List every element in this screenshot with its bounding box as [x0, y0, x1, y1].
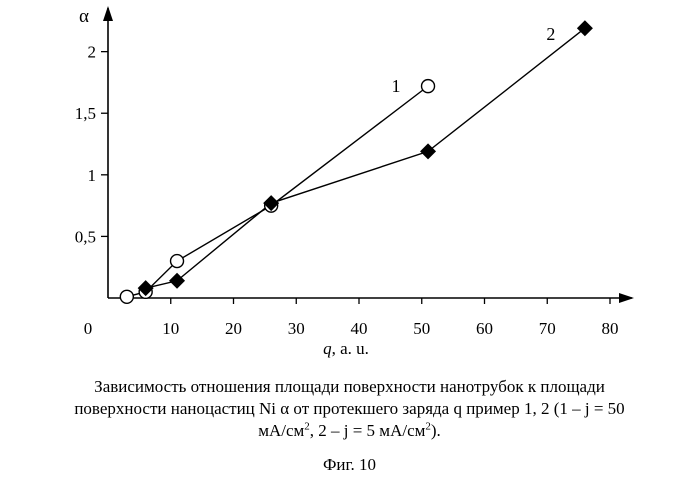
x-tick-label: 60: [476, 319, 493, 338]
series-2-label: 2: [546, 24, 555, 44]
caption-line-3-c: ).: [430, 421, 441, 440]
x-tick-label: 10: [162, 319, 179, 338]
x-tick-label: 40: [351, 319, 368, 338]
x-tick-label: 0: [84, 319, 93, 338]
y-axis-arrow: [103, 6, 113, 21]
series-markers: [119, 20, 593, 304]
series-1-point: [169, 253, 185, 269]
series-1-point: [420, 78, 436, 94]
series-2-point: [169, 272, 186, 289]
series-2-point: [263, 195, 280, 212]
x-axis-label: q, a. u.: [323, 339, 369, 358]
labels: q, a. u. α 1 2: [79, 6, 555, 358]
series-2-point: [576, 20, 593, 37]
y-tick-label: 2: [88, 43, 97, 62]
series-2-line: [145, 27, 586, 289]
caption-line-1: Зависимость отношения площади поверхност…: [94, 377, 605, 396]
caption-line-3: мА/см2, 2 – j = 5 мА/см2).: [0, 420, 699, 442]
ticks: 0 10 20 30 40 50 60 70 80 0,5 1 1,5 2: [75, 43, 619, 338]
x-axis-arrow: [619, 293, 634, 303]
x-tick-label: 50: [413, 319, 430, 338]
x-tick-label: 20: [225, 319, 242, 338]
y-tick-label: 1,5: [75, 104, 96, 123]
caption-line-3-a: мА/см: [258, 421, 305, 440]
series-2-point: [420, 143, 437, 160]
series-2-point: [137, 280, 154, 297]
series-1-point: [119, 289, 135, 304]
caption-line-3-b: , 2 – j = 5 мА/см: [309, 421, 426, 440]
series-lines: [126, 27, 586, 298]
x-tick-label: 80: [602, 319, 619, 338]
caption-sup-2: 2: [425, 420, 431, 433]
figure-label: Фиг. 10: [322, 455, 377, 474]
caption-line-2: поверхности наноцастиц Ni α от протекшег…: [74, 399, 625, 418]
figure-caption: Зависимость отношения площади поверхност…: [0, 376, 699, 442]
chart: 0 10 20 30 40 50 60 70 80 0,5 1 1,5 2 q, a. u. α 1 2: [75, 6, 634, 358]
axes: [103, 6, 634, 303]
y-tick-label: 1: [88, 166, 97, 185]
caption-sup-1: 2: [304, 420, 310, 433]
series-1-label: 1: [392, 76, 401, 96]
x-tick-label: 30: [288, 319, 305, 338]
y-axis-label: α: [79, 6, 89, 27]
x-tick-label: 70: [539, 319, 556, 338]
y-tick-label: 0,5: [75, 227, 96, 246]
